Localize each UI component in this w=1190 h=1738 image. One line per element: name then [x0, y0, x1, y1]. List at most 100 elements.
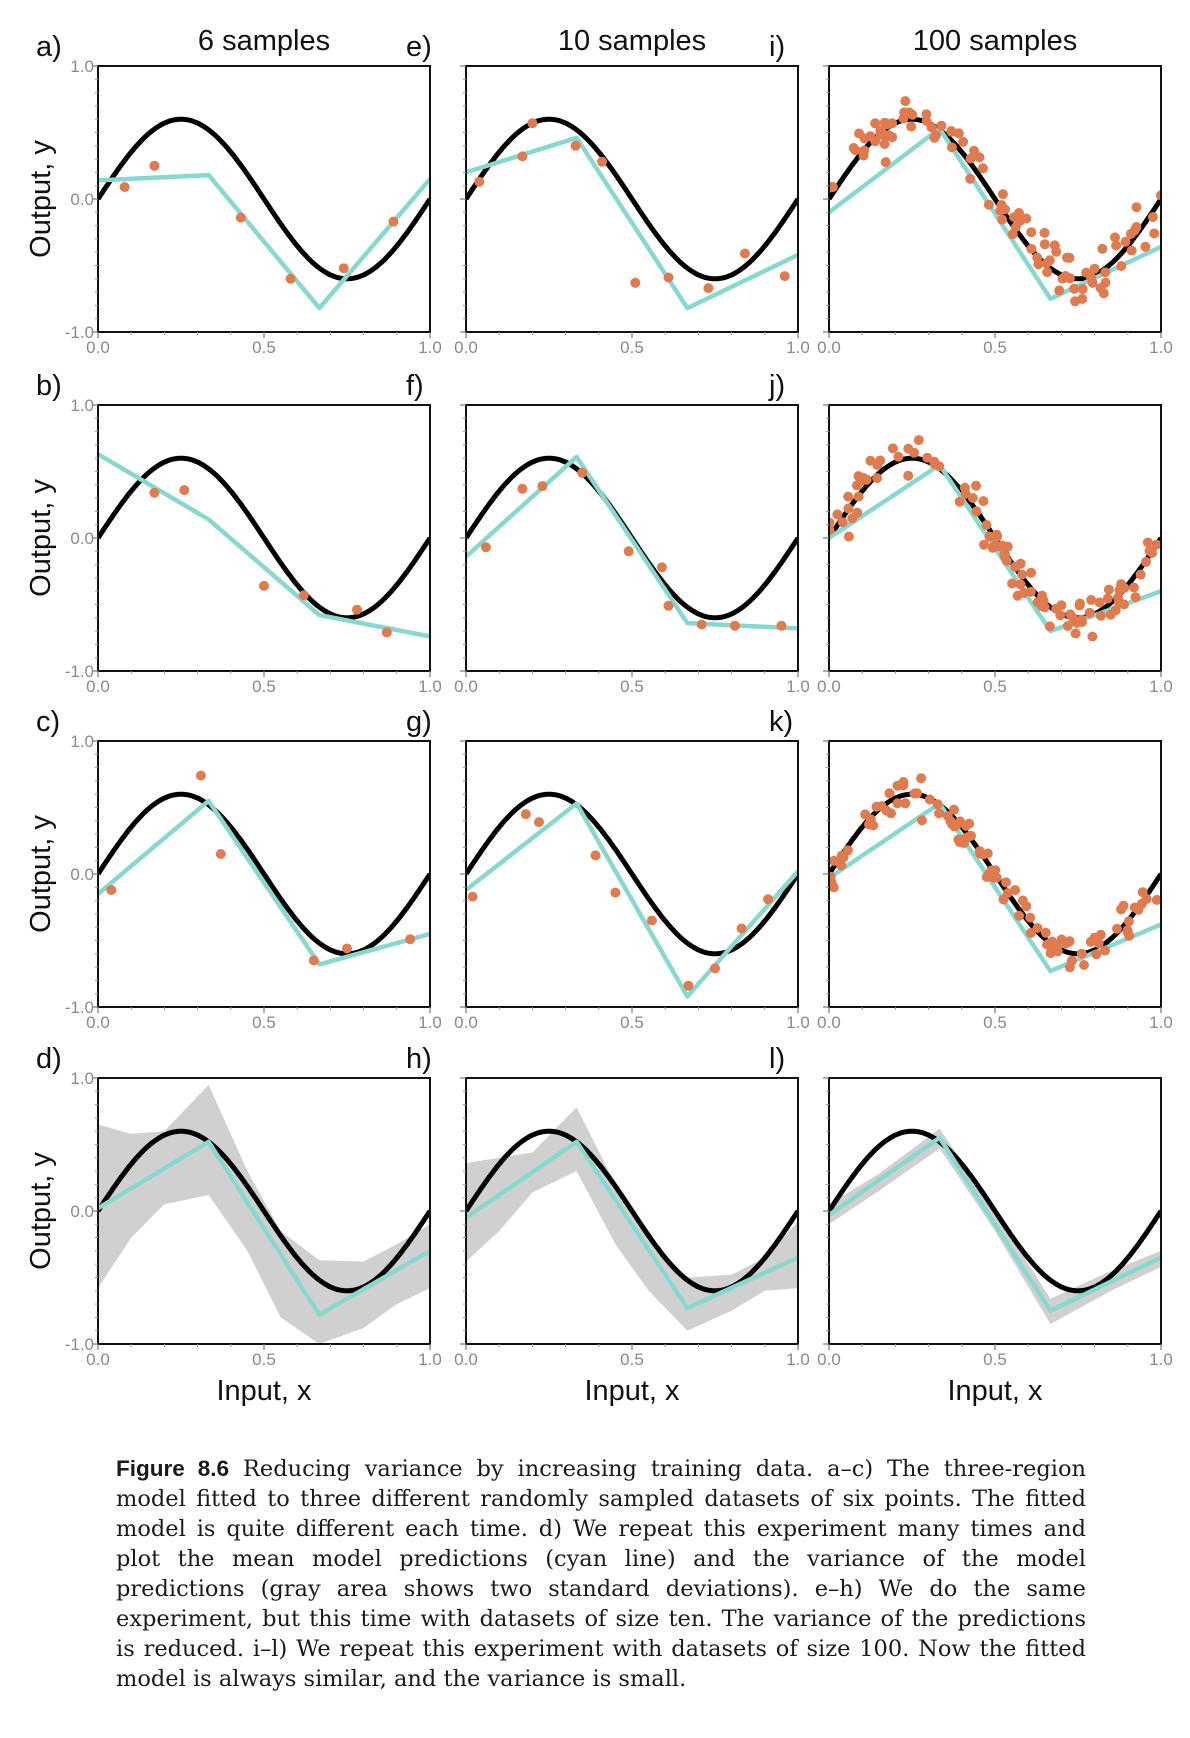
data-point	[871, 801, 882, 812]
data-point	[1015, 558, 1026, 569]
fitted-model-line	[466, 454, 798, 631]
y-tick-label: -1.0	[65, 998, 94, 1017]
data-point	[886, 808, 896, 819]
x-tick-label: 0.5	[620, 677, 644, 696]
data-point	[1100, 267, 1111, 278]
data-point	[534, 817, 544, 828]
data-point	[906, 121, 917, 132]
column-title: 6 samples	[198, 25, 330, 57]
x-tick-label: 0.0	[86, 1350, 110, 1369]
data-point	[936, 120, 947, 131]
plot-area	[98, 770, 430, 967]
data-point	[338, 263, 349, 274]
x-tick-label: 0.0	[817, 1350, 841, 1369]
data-point	[998, 894, 1009, 905]
true-function-line	[98, 791, 430, 957]
panel-l: 0.0 0.5 1.0 l) Input, x	[769, 1043, 1173, 1407]
data-point	[1051, 940, 1062, 951]
data-point	[829, 882, 839, 893]
true-function-line	[98, 1128, 430, 1294]
data-point	[1026, 567, 1037, 578]
panel-label: f)	[406, 370, 424, 402]
fitted-model-line	[829, 801, 1161, 974]
data-point	[924, 794, 935, 805]
x-tick-label: 0.0	[817, 338, 841, 357]
y-axis-label: Output, y	[25, 1152, 57, 1270]
data-point	[1045, 948, 1056, 959]
data-point	[1144, 545, 1155, 556]
data-point	[829, 871, 836, 882]
data-point	[947, 142, 957, 153]
data-point	[999, 551, 1010, 562]
data-point	[974, 152, 985, 163]
data-point	[520, 809, 531, 820]
data-point	[887, 443, 898, 454]
x-tick-label: 0.5	[983, 338, 1007, 357]
x-tick-label: 0.0	[817, 677, 841, 696]
data-point	[960, 488, 971, 499]
data-point	[537, 481, 548, 492]
panel-label: c)	[36, 706, 60, 738]
data-point	[1137, 887, 1148, 898]
data-point	[1086, 272, 1096, 283]
data-point	[978, 496, 989, 507]
data-point	[953, 834, 964, 845]
data-point	[965, 153, 976, 164]
panel-label: h)	[406, 1043, 432, 1075]
x-tick-label: 1.0	[1149, 1350, 1173, 1369]
data-point	[1097, 243, 1108, 254]
data-point	[913, 435, 924, 446]
data-point	[703, 283, 714, 294]
data-point	[1110, 232, 1120, 243]
data-point	[1019, 587, 1030, 598]
data-point	[1103, 584, 1114, 595]
data-point	[663, 600, 674, 611]
data-point	[1042, 939, 1052, 950]
data-point	[916, 773, 927, 784]
fitted-model-line	[466, 801, 798, 999]
x-tick-label: 0.0	[454, 338, 478, 357]
x-tick-label: 1.0	[786, 1013, 810, 1032]
data-point	[1064, 936, 1075, 947]
data-point	[832, 509, 843, 520]
data-point	[308, 955, 319, 966]
data-point	[1135, 569, 1146, 580]
data-point	[892, 798, 903, 809]
panel-label: d)	[36, 1043, 62, 1075]
x-tick-label: 0.0	[86, 677, 110, 696]
data-point	[1025, 928, 1036, 938]
data-point	[235, 212, 246, 223]
data-point	[342, 943, 352, 954]
column-title: 10 samples	[558, 25, 706, 57]
y-axis-label: Output, y	[25, 140, 57, 258]
data-point	[880, 157, 891, 168]
data-point	[843, 503, 854, 514]
x-tick-label: 0.5	[252, 1350, 276, 1369]
data-point	[1094, 597, 1105, 608]
data-point	[1042, 267, 1053, 278]
data-point	[1124, 930, 1135, 941]
x-tick-label: 1.0	[786, 1350, 810, 1369]
x-tick-label: 0.5	[252, 1013, 276, 1032]
data-point	[195, 770, 206, 781]
data-point	[1025, 912, 1036, 923]
data-point	[982, 848, 993, 859]
panel-label: j)	[768, 370, 785, 402]
data-point	[215, 849, 226, 859]
true-function-line	[829, 1128, 1161, 1294]
data-point	[903, 470, 914, 481]
data-point	[1032, 252, 1043, 263]
data-point	[1086, 595, 1097, 605]
x-tick-label: 0.5	[983, 677, 1007, 696]
data-point	[119, 182, 130, 192]
data-point	[1129, 225, 1140, 236]
data-point	[1140, 241, 1151, 252]
data-point	[971, 480, 981, 491]
true-function-line	[466, 791, 798, 957]
data-point	[875, 129, 886, 140]
data-point	[1026, 227, 1037, 238]
data-point	[1037, 590, 1048, 601]
data-point	[1074, 600, 1085, 611]
data-point	[964, 818, 975, 829]
